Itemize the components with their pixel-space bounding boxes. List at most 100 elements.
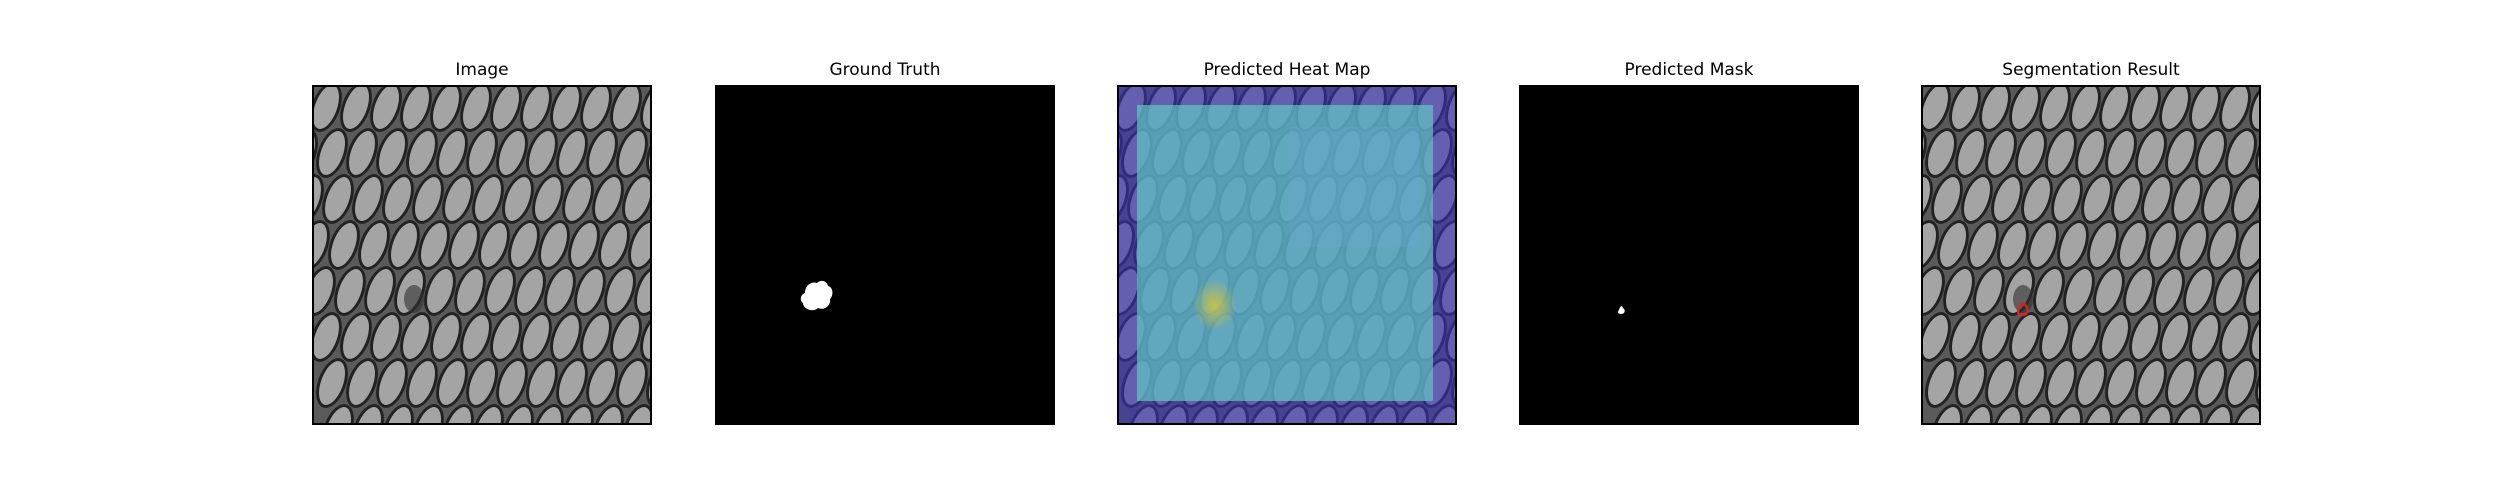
seg-defect-spot — [2013, 285, 2033, 313]
texture-cell — [2210, 223, 2236, 267]
texture-cell — [1976, 269, 2002, 313]
texture-cell — [1923, 315, 1948, 359]
texture-cell — [2120, 223, 2146, 267]
texture-cell — [571, 223, 597, 267]
panel-ground-truth: Ground Truth — [715, 0, 1055, 500]
texture-cell — [1923, 87, 1948, 129]
texture-cell — [2012, 315, 2038, 359]
texture-cell — [2228, 361, 2254, 405]
texture-cell — [2132, 315, 2158, 359]
texture-cell — [631, 223, 650, 267]
segmentation-image — [1923, 87, 2259, 423]
texture-cell — [481, 223, 507, 267]
segmentation-frame — [1921, 85, 2261, 425]
texture-cell — [2030, 223, 2056, 267]
texture-cell — [2150, 223, 2176, 267]
image-frame — [312, 85, 652, 425]
texture-cell — [349, 361, 375, 405]
texture-cell — [2084, 407, 2110, 423]
texture-cell — [325, 177, 351, 221]
texture-cell — [2222, 87, 2248, 129]
texture-cell — [403, 87, 429, 129]
texture-cell — [2156, 269, 2182, 313]
texture-cell — [1940, 223, 1966, 267]
texture-cell — [2090, 223, 2116, 267]
texture-cell — [1994, 177, 2020, 221]
texture-cell — [1994, 407, 2020, 423]
texture-cell — [529, 131, 555, 175]
texture-cell — [2036, 269, 2062, 313]
texture-cell — [2048, 131, 2074, 175]
texture-cell — [343, 315, 369, 359]
texture-cell — [2222, 315, 2248, 359]
texture-cell — [2108, 131, 2134, 175]
texture-cell — [2024, 407, 2050, 423]
texture-cell — [643, 87, 650, 129]
texture-cell — [625, 177, 650, 221]
texture-cell — [595, 407, 621, 423]
texture-cell — [589, 131, 615, 175]
texture-cell — [2216, 269, 2242, 313]
texture-cell — [2168, 131, 2194, 175]
texture-cell — [2240, 223, 2259, 267]
texture-cell — [1958, 131, 1984, 175]
texture-cell — [2174, 177, 2200, 221]
texture-cell — [523, 87, 549, 129]
texture-cell — [619, 131, 645, 175]
texture-cell — [439, 131, 465, 175]
texture-cell — [373, 87, 399, 129]
panel-title-ground-truth: Ground Truth — [829, 60, 941, 80]
texture-cell — [343, 87, 369, 129]
texture-cell — [511, 223, 537, 267]
texture-cell — [2102, 87, 2128, 129]
texture-cell — [415, 407, 441, 423]
texture-cell — [2228, 131, 2254, 175]
texture-cell — [361, 223, 387, 267]
panel-title-predicted-mask: Predicted Mask — [1624, 60, 1754, 80]
texture-cell — [463, 315, 489, 359]
texture-cell — [1934, 407, 1960, 423]
texture-cell — [1982, 315, 2008, 359]
texture-cell — [505, 407, 531, 423]
texture-cell — [2078, 361, 2104, 405]
texture-cell — [337, 269, 363, 313]
panel-title-heat-map: Predicted Heat Map — [1203, 60, 1371, 80]
heat-map-image — [1119, 87, 1455, 423]
texture-cell — [1952, 315, 1978, 359]
texture-cell — [535, 407, 561, 423]
texture-cell — [1988, 361, 2014, 405]
texture-cell — [475, 407, 501, 423]
texture-cell — [2072, 315, 2098, 359]
texture-cell — [499, 361, 525, 405]
texture-cell — [535, 177, 561, 221]
texture-cell — [553, 87, 579, 129]
texture-cell — [314, 177, 321, 221]
texture-cell — [379, 131, 405, 175]
texture-cell — [1988, 131, 2014, 175]
texture-cell — [2018, 131, 2044, 175]
texture-cell — [2192, 315, 2218, 359]
texture-cell — [2054, 407, 2080, 423]
texture-cell — [2192, 87, 2218, 129]
texture-cell — [2132, 87, 2158, 129]
panel-title-image: Image — [455, 60, 509, 80]
texture-cell — [314, 87, 339, 129]
texture-cell — [595, 177, 621, 221]
texture-cell — [559, 131, 585, 175]
texture-cell — [601, 223, 627, 267]
texture-cell — [433, 315, 459, 359]
texture-cell — [2246, 269, 2259, 313]
texture-cell — [1928, 361, 1954, 405]
texture-cell — [451, 223, 477, 267]
ground-truth-frame — [715, 85, 1055, 425]
texture-cell — [589, 361, 615, 405]
segmentation-contour — [2016, 302, 2029, 317]
texture-cell — [2162, 315, 2188, 359]
texture-cell — [613, 87, 639, 129]
panel-segmentation-result: Segmentation Result — [1921, 0, 2261, 500]
texture-cell — [373, 315, 399, 359]
texture-cell — [325, 407, 351, 423]
texture-cell — [421, 223, 447, 267]
texture-image — [314, 87, 650, 423]
texture-cell — [2012, 87, 2038, 129]
